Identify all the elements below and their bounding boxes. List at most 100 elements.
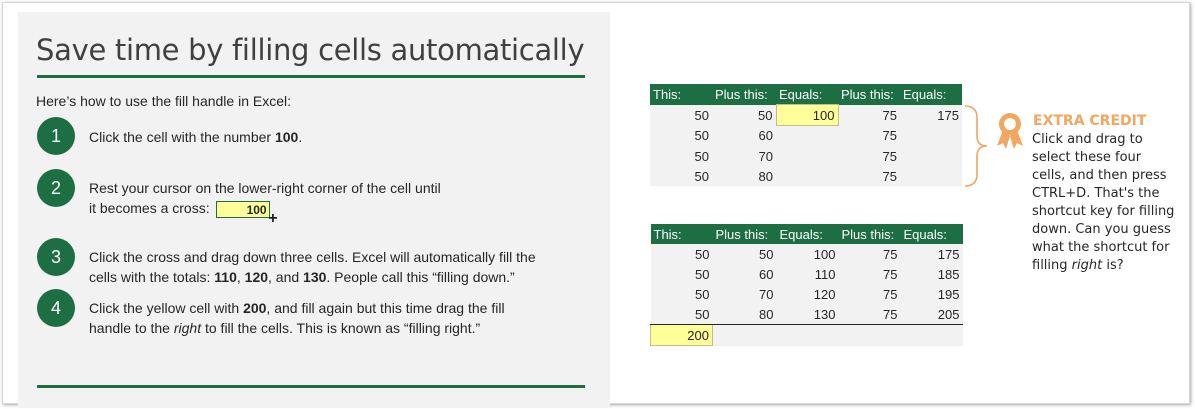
- page-title: Save time by filling cells automatically: [36, 33, 585, 67]
- extra-credit-text: Click and drag to select these four cell…: [1032, 131, 1182, 275]
- table-cell[interactable]: 80: [712, 304, 777, 325]
- step-3-number: 3: [37, 238, 75, 276]
- header-this: This:: [650, 84, 712, 105]
- table-cell[interactable]: 120: [776, 284, 839, 304]
- award-ribbon-icon: [997, 113, 1023, 149]
- header-plus-this: Plus this:: [712, 84, 776, 105]
- extra-credit-line: select these four: [1032, 150, 1142, 165]
- step-3-sep-1: ,: [236, 269, 245, 285]
- worksheet-table-2: This: Plus this: Equals: Plus this: Equa…: [650, 224, 963, 346]
- table-cell[interactable]: 110: [776, 264, 839, 284]
- table-cell[interactable]: 50: [712, 104, 776, 126]
- header-plus-this-2: Plus this:: [838, 84, 900, 105]
- step-2-line-2: it becomes a cross: 100 +: [89, 198, 559, 226]
- header-equals: Equals:: [776, 84, 838, 105]
- table-cell[interactable]: 50: [650, 284, 713, 304]
- extra-credit-line: down. Can you guess: [1032, 222, 1171, 237]
- table-cell[interactable]: 205: [900, 304, 963, 325]
- highlighted-cell-100[interactable]: 100: [775, 104, 839, 126]
- table-cell[interactable]: [712, 324, 777, 346]
- table-cell[interactable]: 50: [650, 125, 712, 146]
- step-1-bold: 100: [274, 129, 299, 145]
- table-cell[interactable]: 75: [838, 244, 901, 264]
- table-row: 50 60 110 75 185: [650, 264, 963, 284]
- step-4-number: 4: [37, 289, 75, 327]
- table-cell[interactable]: 50: [650, 166, 712, 186]
- step-1-text: Click the cell with the number 100.: [89, 127, 559, 147]
- table-2-header-row: This: Plus this: Equals: Plus this: Equa…: [650, 224, 963, 244]
- table-cell[interactable]: 75: [838, 104, 900, 126]
- table-cell[interactable]: 75: [838, 264, 901, 284]
- step-1-number: 1: [37, 117, 75, 155]
- bottom-divider: [37, 385, 585, 388]
- header-equals: Equals:: [776, 224, 839, 244]
- step-4-text: Click the yellow cell with 200, and fill…: [89, 298, 559, 338]
- table-cell[interactable]: 75: [838, 284, 901, 304]
- extra-credit-line: Click and drag to: [1032, 132, 1143, 147]
- extra-credit-part: filling: [1032, 258, 1072, 273]
- extra-credit-part: is?: [1102, 258, 1124, 273]
- table-cell[interactable]: 175: [900, 244, 963, 264]
- header-plus-this: Plus this:: [712, 224, 777, 244]
- step-3-line-1: Click the cross and drag down three cell…: [89, 249, 536, 265]
- table-cell[interactable]: [838, 324, 901, 346]
- table-cell[interactable]: [776, 166, 838, 186]
- table-cell[interactable]: 75: [838, 146, 900, 166]
- extra-credit-line: cells, and then press: [1032, 168, 1167, 183]
- table-cell[interactable]: 75: [838, 125, 900, 146]
- step-4-part-3: handle to the: [89, 320, 174, 336]
- step-3-part-end: . People call this “filling down.”: [326, 269, 515, 285]
- extra-credit-line: what the shortcut for: [1032, 240, 1170, 255]
- table-cell[interactable]: 50: [712, 244, 777, 264]
- step-3-bold-2: 120: [244, 269, 269, 285]
- table-cell[interactable]: 70: [712, 146, 776, 166]
- extra-credit-line: CTRL+D. That's the: [1032, 186, 1160, 201]
- step-1-text-part: Click the cell with the number: [89, 129, 275, 145]
- table-cell[interactable]: [776, 146, 838, 166]
- table-row: 50 50 100 75 175: [650, 104, 962, 126]
- table-cell[interactable]: 195: [900, 284, 963, 304]
- header-equals-2: Equals:: [900, 84, 962, 105]
- step-4-line-1: Click the yellow cell with 200, and fill…: [89, 298, 559, 318]
- table-cell[interactable]: 75: [838, 304, 901, 325]
- table-cell[interactable]: 175: [900, 104, 962, 126]
- table-cell[interactable]: [900, 125, 962, 146]
- table-cell[interactable]: [900, 324, 963, 346]
- example-cell-100[interactable]: 100 +: [215, 200, 278, 226]
- example-cell-value: 100: [246, 202, 267, 217]
- table-cell[interactable]: 60: [712, 125, 776, 146]
- step-4-italic: right: [173, 320, 202, 336]
- table-cell[interactable]: [776, 324, 839, 346]
- table-cell[interactable]: 50: [650, 304, 713, 325]
- table-cell[interactable]: [776, 125, 838, 146]
- step-3-bold-1: 110: [214, 269, 237, 285]
- intro-text: Here’s how to use the fill handle in Exc…: [36, 93, 291, 109]
- extra-credit-title: EXTRA CREDIT: [1033, 113, 1147, 129]
- table-cell[interactable]: 50: [650, 244, 713, 264]
- table-cell[interactable]: 50: [650, 146, 712, 166]
- table-1-header-row: This: Plus this: Equals: Plus this: Equa…: [650, 84, 962, 105]
- fill-cross-icon: +: [268, 209, 278, 227]
- table-cell[interactable]: 70: [712, 284, 777, 304]
- step-4-part-4: to fill the cells. This is known as “fil…: [201, 320, 481, 336]
- table-row: 50 50 100 75 175: [650, 244, 963, 264]
- table-cell[interactable]: 50: [650, 264, 713, 284]
- instructions-panel: [18, 12, 610, 408]
- total-cell-200[interactable]: 200: [650, 324, 713, 346]
- table-cell[interactable]: 80: [712, 166, 776, 186]
- step-2-line-2-text: it becomes a cross:: [89, 200, 210, 216]
- table-cell[interactable]: 50: [650, 104, 712, 126]
- step-4-part-2: , and fill again but this time drag the …: [266, 300, 505, 316]
- step-4-line-2: handle to the right to fill the cells. T…: [89, 318, 559, 338]
- table-cell[interactable]: 75: [838, 166, 900, 186]
- table-cell[interactable]: [900, 166, 962, 186]
- table-cell[interactable]: 130: [776, 304, 839, 325]
- table-cell[interactable]: 100: [776, 244, 839, 264]
- table-cell[interactable]: 185: [900, 264, 963, 284]
- table-cell[interactable]: 60: [712, 264, 777, 284]
- table-row: 50 70 120 75 195: [650, 284, 963, 304]
- table-cell[interactable]: [900, 146, 962, 166]
- step-4-part-1: Click the yellow cell with: [89, 300, 244, 316]
- header-plus-this-2: Plus this:: [838, 224, 901, 244]
- extra-credit-italic: right: [1071, 258, 1103, 273]
